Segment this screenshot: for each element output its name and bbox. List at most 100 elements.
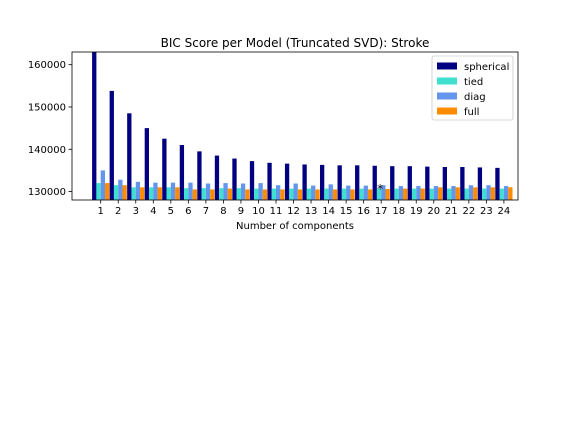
bar-full-21	[455, 187, 460, 200]
x-tick-label-20: 20	[427, 206, 440, 217]
bar-full-1	[105, 183, 110, 200]
bar-tied-4	[148, 187, 154, 200]
x-tick-label-10: 10	[252, 206, 265, 217]
bar-full-5	[175, 187, 180, 200]
ticks-layer: 1 2 3 4 5 6 7 8 9 10 11 12 13 14 15 16 17 18 19 20 21 22 23 241…	[28, 60, 510, 217]
bar-diag-9	[240, 183, 246, 200]
x-tick-label-17: 17	[375, 206, 388, 217]
y-tick-label-160000: 160000	[28, 60, 66, 71]
bar-diag-21	[451, 186, 456, 200]
bar-full-3	[140, 187, 145, 200]
bar-tied-16	[359, 188, 364, 200]
bar-diag-13	[311, 185, 316, 200]
bar-diag-8	[223, 183, 228, 200]
bar-diag-3	[135, 181, 141, 200]
bar-full-14	[332, 189, 338, 200]
bar-diag-10	[258, 183, 263, 200]
bar-diag-11	[276, 185, 281, 200]
bar-full-9	[245, 189, 250, 200]
bar-full-20	[438, 187, 443, 200]
bar-tied-24	[499, 188, 504, 200]
bar-tied-12	[289, 188, 294, 200]
bar-full-15	[350, 189, 355, 200]
bar-spherical-20	[425, 166, 430, 200]
bars-layer	[92, 52, 513, 200]
bar-tied-23	[482, 188, 487, 200]
bar-spherical-19	[407, 166, 412, 200]
legend: spherical tied diag full	[431, 55, 514, 121]
bar-spherical-5	[162, 138, 167, 200]
x-tick-label-16: 16	[357, 206, 370, 217]
bar-diag-1	[100, 170, 105, 200]
legend-swatch-full	[437, 107, 457, 115]
bar-full-6	[192, 189, 197, 200]
bar-tied-10	[254, 188, 259, 200]
legend-label-tied: tied	[464, 77, 483, 88]
bar-spherical-11	[267, 162, 272, 200]
bar-diag-2	[118, 179, 123, 200]
bar-full-19	[420, 188, 425, 200]
x-tick-label-18: 18	[392, 206, 405, 217]
plot-frame	[71, 51, 519, 201]
bar-full-13	[315, 189, 320, 200]
x-tick-label-8: 8	[220, 206, 226, 217]
x-tick-label-1: 1	[98, 206, 104, 217]
x-tick-label-7: 7	[203, 206, 209, 217]
bar-diag-12	[293, 183, 298, 200]
bar-tied-11	[271, 188, 276, 200]
x-tick-label-19: 19	[410, 206, 423, 217]
bar-diag-7	[205, 183, 211, 200]
bar-spherical-22	[460, 167, 465, 200]
bar-spherical-10	[249, 161, 255, 200]
bar-diag-15	[346, 185, 351, 200]
bar-full-8	[227, 188, 233, 200]
bar-spherical-6	[179, 145, 185, 200]
bar-spherical-18	[390, 166, 395, 200]
x-tick-label-15: 15	[340, 206, 353, 217]
chart-title: BIC Score per Model (Truncated SVD): Str…	[161, 36, 430, 50]
bar-tied-18	[394, 188, 399, 200]
bar-spherical-8	[214, 155, 220, 200]
bar-full-7	[210, 189, 215, 200]
bar-full-4	[157, 187, 162, 200]
bar-full-24	[508, 187, 513, 200]
bar-tied-19	[411, 188, 417, 200]
y-tick-label-130000: 130000	[28, 187, 66, 198]
bar-spherical-3	[127, 113, 132, 200]
bar-diag-23	[486, 185, 491, 200]
bar-tied-22	[464, 188, 469, 200]
x-tick-label-3: 3	[133, 206, 139, 217]
bar-tied-7	[201, 188, 206, 200]
bar-spherical-15	[337, 165, 342, 200]
best-model-marker: *	[377, 182, 383, 196]
bar-tied-13	[306, 188, 312, 200]
bar-tied-17	[376, 188, 382, 200]
bar-full-10	[262, 189, 268, 200]
x-axis-label: Number of components	[236, 221, 354, 232]
bar-diag-20	[433, 186, 439, 200]
bar-diag-22	[468, 185, 474, 200]
bar-diag-16	[363, 185, 368, 200]
bar-tied-3	[131, 187, 136, 200]
bar-diag-17	[381, 185, 386, 200]
bar-spherical-7	[197, 151, 202, 200]
bar-diag-24	[503, 186, 509, 200]
x-tick-label-14: 14	[322, 206, 335, 217]
bar-spherical-12	[284, 163, 290, 200]
bar-diag-4	[153, 182, 158, 200]
x-tick-label-5: 5	[168, 206, 174, 217]
bar-full-23	[490, 187, 495, 200]
legend-swatch-tied	[437, 77, 457, 85]
bar-spherical-24	[495, 167, 500, 200]
bar-full-18	[403, 188, 408, 200]
bar-full-16	[367, 189, 373, 200]
legend-label-diag: diag	[464, 92, 486, 103]
bar-spherical-13	[302, 164, 307, 200]
bar-tied-20	[429, 188, 434, 200]
x-tick-label-6: 6	[185, 206, 191, 217]
x-tick-label-22: 22	[462, 206, 475, 217]
legend-box	[431, 55, 514, 121]
x-tick-label-24: 24	[498, 206, 511, 217]
bar-spherical-1	[92, 52, 97, 200]
